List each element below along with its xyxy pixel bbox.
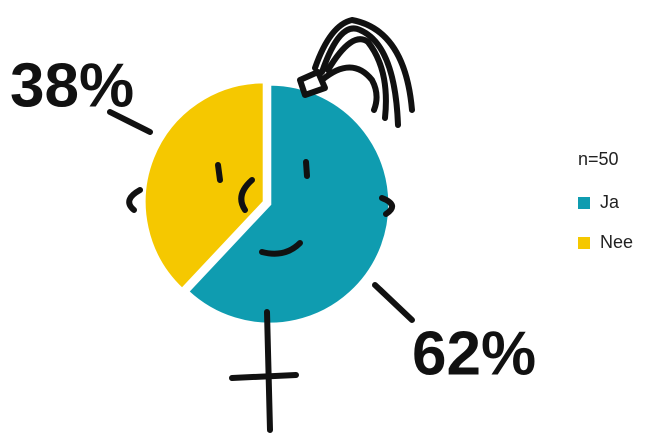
doodle-stroke: [259, 240, 303, 257]
value-label: 62%: [412, 319, 536, 388]
pie-slice: [142, 80, 266, 292]
doodle-stroke: [312, 17, 415, 113]
legend-swatch: [578, 237, 590, 249]
doodle-stroke: [229, 372, 299, 381]
doodle-stroke: [379, 195, 395, 217]
legend-label: Ja: [600, 192, 620, 212]
doodle-stroke: [319, 64, 380, 113]
legend-title: n=50: [578, 149, 619, 169]
doodle-stroke: [238, 177, 255, 213]
doodle-stroke: [319, 25, 401, 128]
doodle-stroke: [325, 36, 389, 121]
face-doodle: [107, 17, 415, 433]
doodle-stroke: [107, 109, 153, 135]
value-label: 38%: [10, 51, 134, 120]
doodle-stroke: [215, 162, 223, 183]
doodle-stroke: [297, 69, 328, 98]
doodle-stroke: [372, 282, 415, 323]
doodle-stroke: [303, 159, 310, 179]
legend-label: Nee: [600, 232, 633, 252]
legend-swatch: [578, 197, 590, 209]
pie-slice: [185, 82, 392, 326]
doodle-stroke: [126, 187, 143, 213]
doodle-stroke: [264, 309, 273, 433]
